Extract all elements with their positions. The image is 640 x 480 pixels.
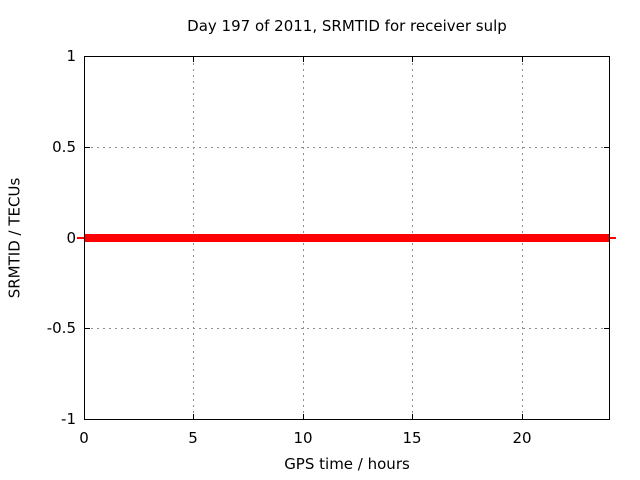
data-line bbox=[85, 234, 609, 242]
x-tick-mark-top bbox=[303, 57, 304, 62]
y-tick-mark-left bbox=[85, 328, 90, 329]
x-tick-mark-bottom bbox=[193, 414, 194, 419]
y-tick-label: -1 bbox=[61, 410, 76, 428]
x-tick-label: 20 bbox=[512, 429, 532, 447]
x-tick-label: 5 bbox=[188, 429, 198, 447]
y-gridline bbox=[85, 328, 609, 329]
x-tick-mark-top bbox=[412, 57, 413, 62]
data-line-overshoot-right bbox=[610, 237, 616, 239]
y-tick-mark-right bbox=[604, 147, 609, 148]
x-tick-mark-bottom bbox=[522, 414, 523, 419]
plot-area-border bbox=[84, 56, 610, 420]
data-line-overshoot-left bbox=[77, 237, 84, 239]
x-tick-label: 0 bbox=[79, 429, 89, 447]
y-tick-label: 0 bbox=[66, 229, 76, 247]
x-axis-label: GPS time / hours bbox=[284, 455, 410, 473]
y-tick-label: 0.5 bbox=[52, 138, 76, 156]
y-tick-label: -0.5 bbox=[46, 319, 76, 337]
y-tick-mark-left bbox=[85, 147, 90, 148]
x-tick-mark-bottom bbox=[303, 414, 304, 419]
y-tick-mark-right bbox=[604, 328, 609, 329]
x-tick-label: 10 bbox=[293, 429, 313, 447]
x-tick-mark-top bbox=[522, 57, 523, 62]
chart-title: Day 197 of 2011, SRMTID for receiver sul… bbox=[187, 17, 507, 35]
y-gridline bbox=[85, 147, 609, 148]
x-tick-mark-bottom bbox=[412, 414, 413, 419]
y-tick-label: 1 bbox=[66, 47, 76, 65]
x-tick-label: 15 bbox=[402, 429, 422, 447]
x-tick-mark-top bbox=[193, 57, 194, 62]
